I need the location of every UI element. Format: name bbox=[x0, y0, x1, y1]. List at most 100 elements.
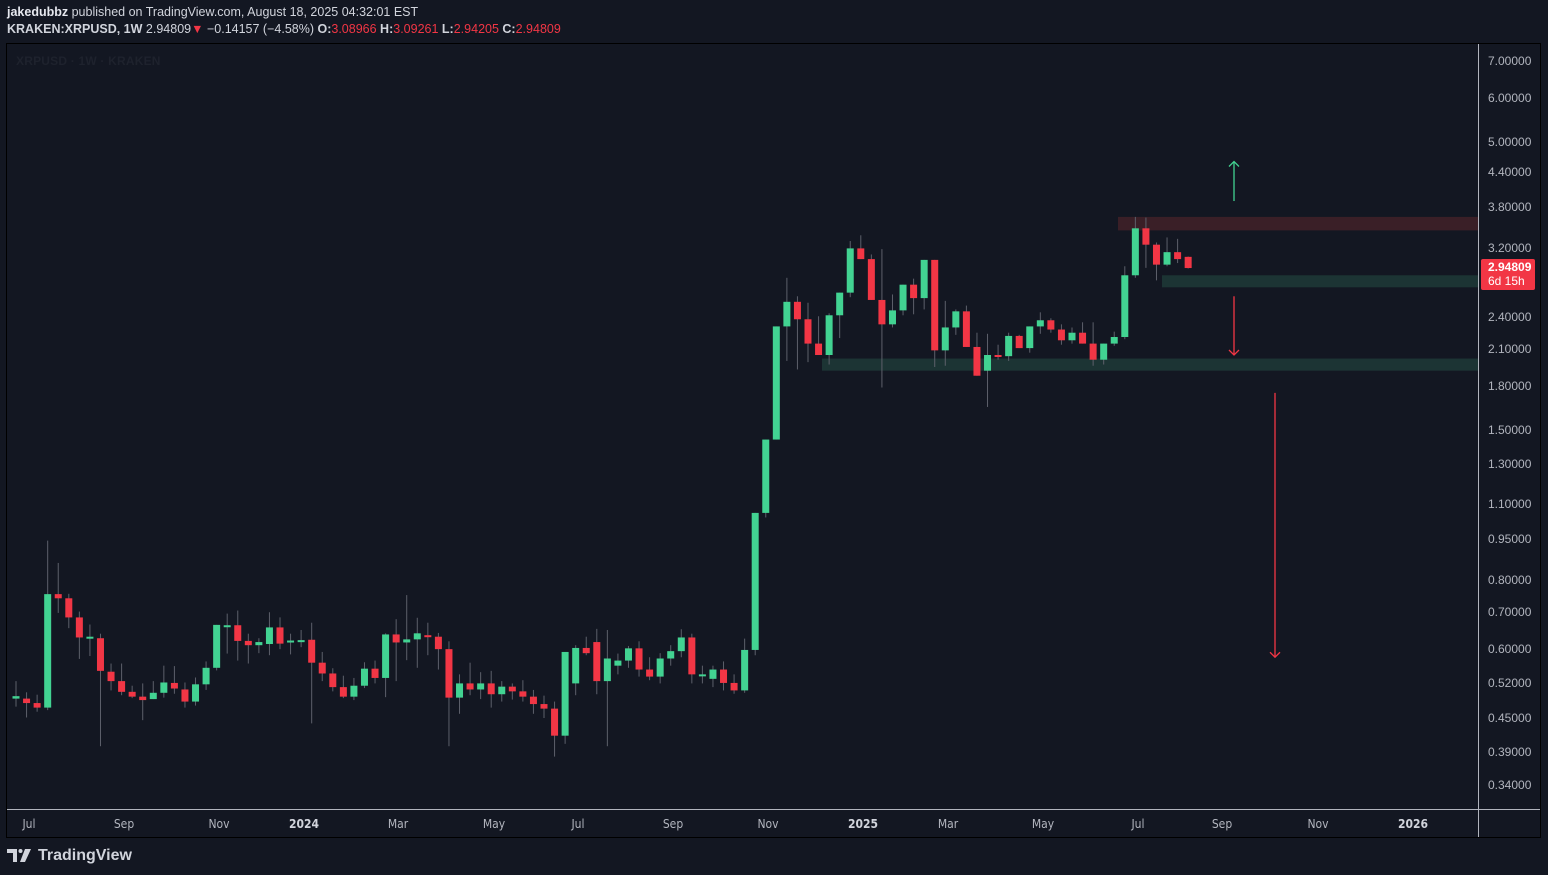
candle-up bbox=[255, 642, 263, 646]
candle-down bbox=[857, 248, 865, 260]
candle-down bbox=[815, 343, 823, 356]
candle-down bbox=[593, 642, 601, 682]
candle-down bbox=[551, 708, 559, 736]
candle-up bbox=[614, 660, 622, 666]
time-tick: 2024 bbox=[288, 817, 320, 831]
price-tick: 2.40000 bbox=[1488, 310, 1532, 325]
candle-up bbox=[1110, 337, 1118, 344]
support-zone bbox=[1162, 275, 1478, 288]
price-tick: 0.70000 bbox=[1488, 605, 1532, 620]
price-tick: 1.50000 bbox=[1488, 422, 1532, 437]
candle-up bbox=[1100, 343, 1108, 360]
candle-down bbox=[1184, 256, 1192, 269]
candle-up bbox=[825, 315, 833, 356]
candle-down bbox=[1015, 335, 1023, 349]
tradingview-logo[interactable]: TradingView bbox=[7, 847, 132, 865]
price-tick: 0.95000 bbox=[1488, 532, 1532, 547]
candle-up bbox=[572, 647, 580, 684]
candle-up bbox=[772, 326, 780, 440]
author[interactable]: jakedubbz bbox=[7, 5, 69, 19]
candle-up bbox=[751, 512, 759, 650]
candle-down bbox=[793, 301, 801, 320]
candle-up bbox=[741, 649, 749, 691]
candle-up bbox=[44, 594, 52, 708]
candle-down bbox=[308, 639, 316, 663]
candle-up bbox=[413, 633, 421, 640]
candle-up bbox=[1036, 320, 1044, 327]
candle-down bbox=[635, 648, 643, 670]
price-tick: 5.00000 bbox=[1488, 134, 1532, 149]
candle-down bbox=[181, 689, 189, 702]
time-tick: Jul bbox=[22, 817, 36, 831]
candle-down bbox=[139, 696, 147, 701]
time-tick: Jul bbox=[571, 817, 585, 831]
support-zone bbox=[822, 358, 1478, 371]
candle-up bbox=[1005, 335, 1013, 357]
candle-up bbox=[984, 355, 992, 371]
price-axis-divider bbox=[1478, 44, 1479, 837]
candle-up bbox=[149, 692, 157, 700]
candle-up bbox=[498, 686, 506, 695]
high-value: 3.09261 bbox=[393, 22, 439, 36]
time-tick: Nov bbox=[208, 817, 230, 831]
chart-plot-area[interactable] bbox=[7, 44, 1478, 809]
candle-down bbox=[994, 355, 1002, 358]
candle-down bbox=[1057, 329, 1065, 341]
candle-up bbox=[667, 651, 675, 659]
price-tick: 0.34000 bbox=[1488, 778, 1532, 793]
arrowhead-up-icon bbox=[1228, 160, 1240, 167]
candle-up bbox=[709, 669, 717, 679]
candle-up bbox=[1068, 332, 1076, 341]
candle-up bbox=[297, 640, 305, 643]
price-tick: 4.40000 bbox=[1488, 165, 1532, 180]
symbol: KRAKEN:XRPUSD, 1W bbox=[7, 22, 143, 36]
chart-frame bbox=[6, 43, 1541, 838]
candle-up bbox=[561, 651, 569, 736]
candle-up bbox=[287, 640, 295, 643]
candle-down bbox=[529, 696, 537, 705]
candle-down bbox=[107, 671, 115, 682]
candle-down bbox=[128, 691, 136, 697]
candle-up bbox=[192, 684, 200, 702]
candle-down bbox=[466, 683, 474, 690]
candle-down bbox=[540, 704, 548, 709]
candle-down bbox=[1089, 343, 1097, 360]
down-triangle-icon: ▼ bbox=[191, 22, 204, 36]
price-tick: 3.80000 bbox=[1488, 200, 1532, 215]
candle-up bbox=[783, 301, 791, 327]
candle-up bbox=[846, 248, 854, 293]
candle-up bbox=[160, 682, 168, 693]
candle-down bbox=[339, 687, 347, 697]
tradingview-logo-icon bbox=[7, 849, 31, 862]
price-tick: 1.30000 bbox=[1488, 457, 1532, 472]
candle-up bbox=[382, 634, 390, 678]
candle-down bbox=[54, 594, 62, 599]
candle-up bbox=[1163, 252, 1171, 265]
candle-up bbox=[202, 667, 210, 685]
candle-down bbox=[234, 625, 242, 641]
candle-up bbox=[899, 284, 907, 311]
resistance-zone bbox=[1118, 216, 1478, 231]
candle-up bbox=[888, 310, 896, 325]
candle-down bbox=[730, 682, 738, 691]
candle-down bbox=[973, 346, 981, 376]
candle-up bbox=[941, 327, 949, 351]
price-tick: 0.60000 bbox=[1488, 642, 1532, 657]
arrowhead-down-icon bbox=[1269, 651, 1281, 659]
candle-up bbox=[677, 637, 685, 652]
time-tick: 2026 bbox=[1397, 817, 1429, 831]
price-change: −0.14157 (−4.58%) bbox=[206, 22, 314, 36]
candle-down bbox=[1047, 320, 1055, 330]
time-tick: Mar bbox=[937, 817, 959, 831]
candle-up bbox=[350, 685, 358, 697]
publish-info: jakedubbz published on TradingView.com, … bbox=[7, 5, 418, 19]
time-axis-divider bbox=[7, 809, 1540, 810]
candle-down bbox=[487, 683, 495, 695]
candle-up bbox=[762, 439, 770, 513]
candle-down bbox=[170, 682, 178, 689]
time-tick: May bbox=[1031, 817, 1055, 831]
candle-down bbox=[434, 636, 442, 650]
candle-up bbox=[952, 311, 960, 328]
candle-up bbox=[403, 639, 411, 643]
price-tick: 0.80000 bbox=[1488, 573, 1532, 588]
